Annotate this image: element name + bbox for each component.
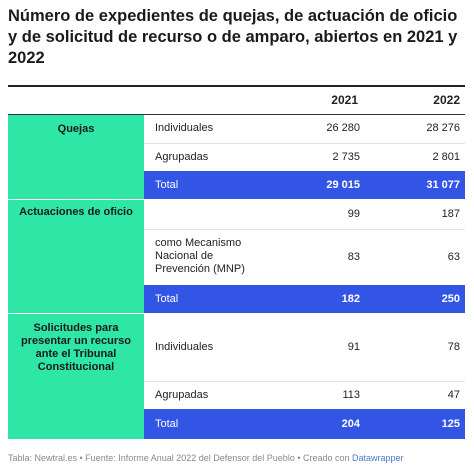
value-2022: 2 801 xyxy=(432,151,460,163)
column-header-2021: 2021 xyxy=(331,93,358,107)
column-header-2022: 2022 xyxy=(433,93,460,107)
row-label: Total xyxy=(155,179,179,191)
datawrapper-link[interactable]: Datawrapper xyxy=(352,453,404,463)
top-rule xyxy=(8,85,465,87)
footer-text: Tabla: Newtral.es • Fuente: Informe Anua… xyxy=(8,453,353,463)
row-label: Total xyxy=(155,293,179,305)
row-label: como Mecanismo Nacional de Prevención (M… xyxy=(155,237,245,275)
table-row-total: Total 204 125 xyxy=(144,409,465,439)
group-divider xyxy=(8,313,144,314)
row-label: Individuales xyxy=(155,341,214,353)
value-2022: 28 276 xyxy=(426,122,460,134)
value-2022: 125 xyxy=(441,418,460,430)
group-cell-quejas: Quejas xyxy=(8,115,144,199)
value-2021: 99 xyxy=(347,208,360,220)
row-label: Total xyxy=(155,418,179,430)
value-2022: 47 xyxy=(447,389,460,401)
table-row: 99 187 xyxy=(144,199,465,230)
value-2022: 31 077 xyxy=(426,179,460,191)
group-cell-actuaciones: Actuaciones de oficio xyxy=(8,199,144,313)
value-2021: 2 735 xyxy=(332,151,360,163)
group-label: Solicitudes para presentar un recurso an… xyxy=(20,322,132,373)
table-row-total: Total 29 015 31 077 xyxy=(144,171,465,199)
group-cell-solicitudes: Solicitudes para presentar un recurso an… xyxy=(8,313,144,439)
value-2021: 113 xyxy=(342,389,360,401)
value-2022: 187 xyxy=(441,208,460,220)
value-2022: 78 xyxy=(447,341,460,353)
group-label: Actuaciones de oficio xyxy=(19,205,133,218)
group-label: Quejas xyxy=(57,122,95,135)
table-row: Agrupadas 113 47 xyxy=(144,381,465,409)
row-label: Agrupadas xyxy=(155,389,209,401)
value-2021: 91 xyxy=(347,341,360,353)
header-rule xyxy=(8,114,465,115)
group-divider xyxy=(8,199,144,200)
row-label: Individuales xyxy=(155,122,214,134)
table-row: como Mecanismo Nacional de Prevención (M… xyxy=(144,229,465,285)
value-2021: 83 xyxy=(347,251,360,263)
value-2021: 29 015 xyxy=(326,179,360,191)
table-row: Individuales 26 280 28 276 xyxy=(144,115,465,144)
value-2021: 204 xyxy=(341,418,360,430)
value-2022: 250 xyxy=(441,293,460,305)
table-row-total: Total 182 250 xyxy=(144,285,465,313)
value-2022: 63 xyxy=(447,251,460,263)
value-2021: 182 xyxy=(341,293,360,305)
row-label: Agrupadas xyxy=(155,151,209,163)
table-row: Agrupadas 2 735 2 801 xyxy=(144,143,465,171)
chart-title: Número de expedientes de quejas, de actu… xyxy=(8,7,458,67)
footer-credits: Tabla: Newtral.es • Fuente: Informe Anua… xyxy=(8,453,404,463)
table-row: Individuales 91 78 xyxy=(144,313,465,382)
value-2021: 26 280 xyxy=(326,122,360,134)
